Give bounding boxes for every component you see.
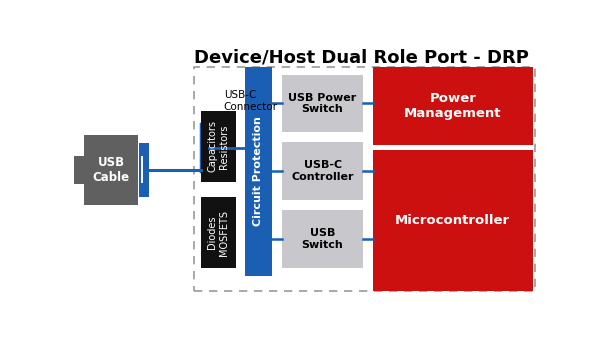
Text: Power
Management: Power Management xyxy=(404,92,502,120)
Text: USB
Switch: USB Switch xyxy=(302,228,343,250)
Text: USB Power
Switch: USB Power Switch xyxy=(289,93,357,114)
Text: Microcontroller: Microcontroller xyxy=(395,214,511,227)
Bar xyxy=(74,156,85,184)
Text: USB
Cable: USB Cable xyxy=(92,156,130,184)
Bar xyxy=(373,67,533,145)
Bar xyxy=(245,67,272,276)
Text: USB-C
Connector: USB-C Connector xyxy=(224,90,278,112)
Bar xyxy=(282,142,364,200)
Bar xyxy=(84,135,138,205)
Bar xyxy=(200,197,236,268)
Bar xyxy=(373,150,533,291)
Bar xyxy=(282,210,364,268)
Bar xyxy=(200,111,236,182)
Text: USB-C
Controller: USB-C Controller xyxy=(292,160,354,182)
Text: Capacitors
Resistors: Capacitors Resistors xyxy=(208,120,229,173)
Bar xyxy=(139,143,149,197)
Bar xyxy=(202,124,209,171)
Bar xyxy=(140,157,143,183)
Bar xyxy=(282,75,364,132)
Text: Circuit Protection: Circuit Protection xyxy=(253,116,263,226)
Bar xyxy=(194,67,535,291)
Bar xyxy=(203,138,205,157)
Text: Device/Host Dual Role Port - DRP: Device/Host Dual Role Port - DRP xyxy=(194,48,529,66)
Text: Diodes
MOSFETS: Diodes MOSFETS xyxy=(208,210,229,256)
